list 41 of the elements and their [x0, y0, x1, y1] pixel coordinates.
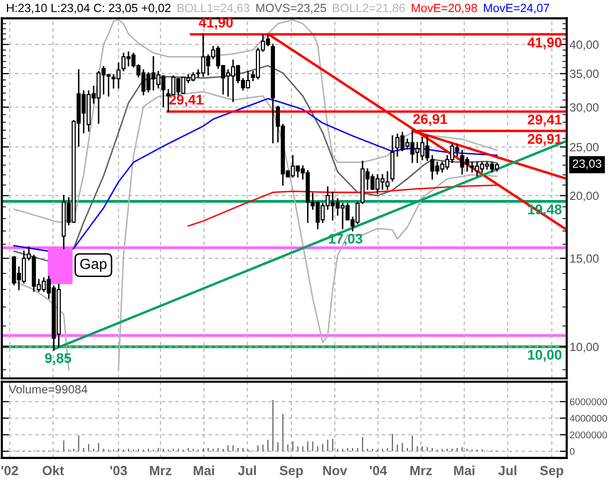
x-tick-label: Mrz	[150, 466, 172, 476]
annotation: 26,91	[413, 114, 448, 126]
x-tick-label: '03	[110, 466, 127, 476]
x-tick-label: '04	[370, 466, 388, 476]
x-tick-label: Okt	[42, 466, 64, 476]
text: BOLL1=24,63	[178, 4, 250, 14]
text: BOLL2=21,86	[333, 4, 405, 14]
x-tick-label: Sep	[280, 466, 303, 478]
annotation: 9,85	[45, 353, 72, 366]
annotation: 26,91	[528, 134, 562, 146]
y-tick-label: 35,00	[570, 70, 599, 80]
y-tick-label: 6000000	[570, 398, 607, 406]
x-tick-label: Mrz	[410, 466, 432, 476]
x-tick-label: Sep	[540, 466, 564, 478]
y-tick-label: 25,00	[570, 142, 599, 153]
y-tick-label: 40,00	[570, 40, 599, 50]
x-tick-label: Mai	[454, 466, 474, 476]
annotation: 29,41	[169, 94, 204, 107]
text: MOVS=23,25	[256, 4, 326, 14]
y-tick-label: 30,00	[570, 103, 599, 113]
annotation: 10,00	[528, 350, 562, 362]
chart-title: H:23,10 L:23,04 C: 23,05 +0,02	[6, 4, 170, 14]
annotation: Volume=99084	[8, 384, 88, 394]
x-tick-label: Jul	[238, 466, 256, 476]
y-tick-label: 0	[570, 448, 575, 455]
text: 23,03	[572, 159, 602, 170]
annotation: 41,90	[528, 38, 562, 50]
series-label: Gap	[80, 258, 107, 272]
text: MovE=24,07	[484, 4, 550, 14]
y-tick-label: 20,00	[570, 192, 599, 202]
annotation: 41,90	[198, 18, 233, 30]
x-tick-label: Nov	[323, 466, 348, 476]
y-tick-label: 2000000	[570, 431, 607, 438]
annotation: 29,41	[528, 114, 562, 127]
x-tick-label: Jul	[498, 466, 516, 476]
x-tick-label: '02	[1, 466, 18, 476]
y-tick-label: 15,00	[570, 254, 599, 264]
x-tick-label: Mai	[194, 466, 214, 476]
y-tick-label: 4000000	[570, 414, 607, 422]
y-tick-label: 10,00	[570, 342, 599, 353]
text: MovE=20,98	[412, 4, 477, 14]
